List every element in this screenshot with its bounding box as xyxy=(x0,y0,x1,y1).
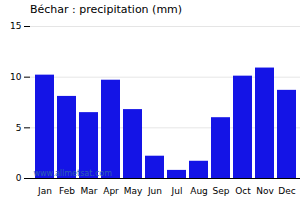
svg-text:Sep: Sep xyxy=(213,186,230,196)
svg-text:Aug: Aug xyxy=(190,186,208,196)
html-text:Béchar : precipitation (mm): Béchar : precipitation (mm) xyxy=(30,3,183,16)
svg-text:May: May xyxy=(124,186,143,196)
svg-text:5: 5 xyxy=(16,123,22,133)
svg-text:Oct: Oct xyxy=(235,186,251,196)
svg-text:Jun: Jun xyxy=(147,186,162,196)
svg-text:Dec: Dec xyxy=(278,186,295,196)
svg-text:Apr: Apr xyxy=(103,186,119,196)
svg-text:www.allmetsat.com: www.allmetsat.com xyxy=(34,169,113,178)
svg-text:Feb: Feb xyxy=(59,186,75,196)
svg-text:Mar: Mar xyxy=(81,186,98,196)
svg-text:15: 15 xyxy=(10,21,21,31)
svg-text:0: 0 xyxy=(16,173,22,183)
svg-text:Nov: Nov xyxy=(256,186,274,196)
svg-text:10: 10 xyxy=(10,72,22,82)
svg-text:Jul: Jul xyxy=(171,186,183,196)
svg-text:Jan: Jan xyxy=(37,186,52,196)
